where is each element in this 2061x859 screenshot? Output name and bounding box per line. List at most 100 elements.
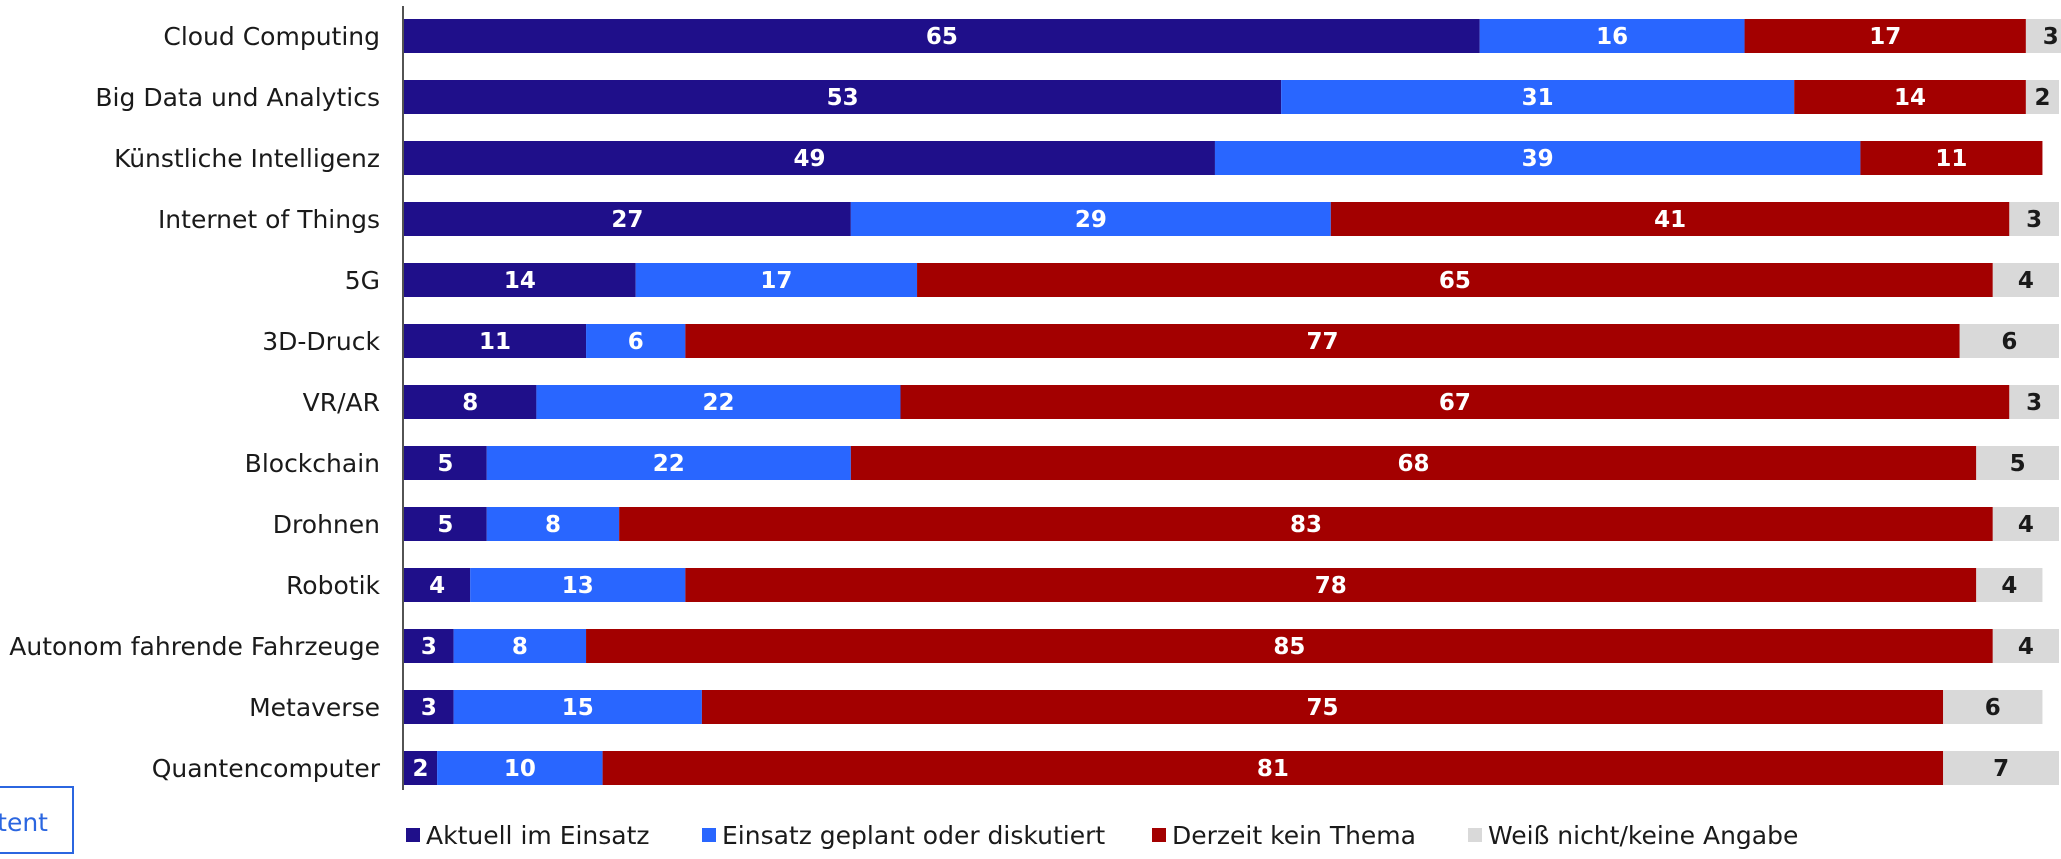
bar-segment-5g-aktuell-im-einsatz (404, 263, 636, 297)
data-label-big-data-und-analytics-weiß-nicht-keine-angabe: 2 (2034, 85, 2050, 111)
data-label-cloud-computing-aktuell-im-einsatz: 65 (926, 24, 958, 50)
data-label-robotik-derzeit-kein-thema: 78 (1315, 573, 1347, 599)
bar-segment-blockchain-einsatz-geplant-oder-diskutiert (486, 446, 851, 480)
bar-segment-big-data-und-analytics-aktuell-im-einsatz (404, 80, 1282, 114)
bar-segment-robotik-derzeit-kein-thema (685, 568, 1977, 602)
bar-segment-autonom-fahrende-fahrzeuge-derzeit-kein-thema (586, 629, 1993, 663)
category-labels: Cloud Computing Big Data und Analytics Kün… (9, 22, 380, 783)
data-label-metaverse-einsatz-geplant-oder-diskutiert: 15 (562, 695, 594, 721)
category-label-3d-druck: 3D-Druck (262, 327, 380, 356)
bar-segment-künstliche-intelligenz-derzeit-kein-thema (1860, 141, 2043, 175)
bar-segment-drohnen-aktuell-im-einsatz (404, 507, 487, 541)
data-label-autonom-fahrende-fahrzeuge-weiß-nicht-keine-angabe: 4 (2018, 634, 2034, 660)
bar-segment-metaverse-derzeit-kein-thema (701, 690, 1944, 724)
bar-segment-internet-of-things-weiß-nicht-keine-angabe (2009, 202, 2059, 236)
bar-segment-cloud-computing-einsatz-geplant-oder-diskutiert (1479, 19, 1745, 53)
category-label-robotik: Robotik (286, 571, 380, 600)
bar-segment-blockchain-derzeit-kein-thema (850, 446, 1977, 480)
bar-segment-drohnen-derzeit-kein-thema (619, 507, 1993, 541)
bar-segment-autonom-fahrende-fahrzeuge-einsatz-geplant-oder-diskutiert (453, 629, 587, 663)
bar-segment-big-data-und-analytics-einsatz-geplant-oder-diskutiert (1281, 80, 1795, 114)
category-label-blockchain: Blockchain (245, 449, 380, 478)
category-label-autonom-fahrende-fahrzeuge: Autonom fahrende Fahrzeuge (9, 632, 380, 661)
data-label-quantencomputer-derzeit-kein-thema: 81 (1257, 756, 1289, 782)
data-label-drohnen-derzeit-kein-thema: 83 (1290, 512, 1322, 538)
data-label-internet-of-things-derzeit-kein-thema: 41 (1654, 207, 1686, 233)
bar-segment-3d-druck-weiß-nicht-keine-angabe (1959, 324, 2059, 358)
bar-segment-quantencomputer-weiß-nicht-keine-angabe (1943, 751, 2059, 785)
data-label-autonom-fahrende-fahrzeuge-einsatz-geplant-oder-diskutiert: 8 (512, 634, 528, 660)
bar-segment-5g-weiß-nicht-keine-angabe (1992, 263, 2059, 297)
data-label-3d-druck-weiß-nicht-keine-angabe: 6 (2001, 329, 2017, 355)
data-label-cloud-computing-derzeit-kein-thema: 17 (1869, 24, 1901, 50)
bar-segment-quantencomputer-aktuell-im-einsatz (404, 751, 438, 785)
legend-swatch-einsatz-geplant-oder-diskutiert (702, 828, 716, 842)
bar-segment-autonom-fahrende-fahrzeuge-aktuell-im-einsatz (404, 629, 454, 663)
data-label-vr-ar-aktuell-im-einsatz: 8 (462, 390, 478, 416)
data-label-robotik-aktuell-im-einsatz: 4 (429, 573, 445, 599)
data-label-vr-ar-derzeit-kein-thema: 67 (1439, 390, 1471, 416)
bar-segment-blockchain-aktuell-im-einsatz (404, 446, 487, 480)
data-label-blockchain-einsatz-geplant-oder-diskutiert: 22 (653, 451, 685, 477)
data-label-metaverse-derzeit-kein-thema: 75 (1307, 695, 1339, 721)
bar-segment-big-data-und-analytics-derzeit-kein-thema (1794, 80, 2026, 114)
data-label-autonom-fahrende-fahrzeuge-aktuell-im-einsatz: 3 (421, 634, 437, 660)
bar-segment-5g-derzeit-kein-thema (917, 263, 1993, 297)
bar-segment-vr-ar-einsatz-geplant-oder-diskutiert (536, 385, 901, 419)
data-label-internet-of-things-aktuell-im-einsatz: 27 (611, 207, 643, 233)
data-label-big-data-und-analytics-derzeit-kein-thema: 14 (1894, 85, 1926, 111)
category-label-big-data-und-analytics: Big Data und Analytics (95, 83, 380, 112)
data-label-autonom-fahrende-fahrzeuge-derzeit-kein-thema: 85 (1273, 634, 1305, 660)
bar-segment-vr-ar-derzeit-kein-thema (900, 385, 2010, 419)
data-label-quantencomputer-einsatz-geplant-oder-diskutiert: 10 (504, 756, 536, 782)
bar-segment-3d-druck-derzeit-kein-thema (685, 324, 1960, 358)
data-label-vr-ar-weiß-nicht-keine-angabe: 3 (2026, 390, 2042, 416)
category-label-vr-ar: VR/AR (303, 388, 380, 417)
data-label-künstliche-intelligenz-einsatz-geplant-oder-diskutiert: 39 (1522, 146, 1554, 172)
legend-swatch-weiß-nicht-keine-angabe (1468, 828, 1482, 842)
bar-segment-robotik-einsatz-geplant-oder-diskutiert (470, 568, 686, 602)
data-label-cloud-computing-weiß-nicht-keine-angabe: 3 (2043, 24, 2059, 50)
bar-segment-cloud-computing-derzeit-kein-thema (1744, 19, 2026, 53)
data-label-blockchain-aktuell-im-einsatz: 5 (437, 451, 453, 477)
data-label-3d-druck-derzeit-kein-thema: 77 (1307, 329, 1339, 355)
category-label-5g: 5G (345, 266, 380, 295)
data-label-metaverse-aktuell-im-einsatz: 3 (421, 695, 437, 721)
data-label-quantencomputer-aktuell-im-einsatz: 2 (413, 756, 429, 782)
data-label-künstliche-intelligenz-derzeit-kein-thema: 11 (1935, 146, 1967, 172)
data-label-big-data-und-analytics-einsatz-geplant-oder-diskutiert: 31 (1522, 85, 1554, 111)
data-label-vr-ar-einsatz-geplant-oder-diskutiert: 22 (702, 390, 734, 416)
cropped-text-box: tent (0, 786, 74, 854)
data-label-blockchain-derzeit-kein-thema: 68 (1398, 451, 1430, 477)
data-label-5g-derzeit-kein-thema: 65 (1439, 268, 1471, 294)
data-label-blockchain-weiß-nicht-keine-angabe: 5 (2010, 451, 2026, 477)
data-label-robotik-einsatz-geplant-oder-diskutiert: 13 (562, 573, 594, 599)
category-label-künstliche-intelligenz: Künstliche Intelligenz (114, 144, 380, 173)
bar-segment-drohnen-einsatz-geplant-oder-diskutiert (486, 507, 620, 541)
bar-segment-vr-ar-weiß-nicht-keine-angabe (2009, 385, 2059, 419)
bar-segment-internet-of-things-aktuell-im-einsatz (404, 202, 851, 236)
bar-segment-künstliche-intelligenz-einsatz-geplant-oder-diskutiert (1214, 141, 1861, 175)
category-label-metaverse: Metaverse (249, 693, 380, 722)
category-label-quantencomputer: Quantencomputer (152, 754, 381, 783)
bar-segment-vr-ar-aktuell-im-einsatz (404, 385, 537, 419)
bar-segment-metaverse-weiß-nicht-keine-angabe (1943, 690, 2043, 724)
legend: Aktuell im Einsatz Einsatz geplant oder d… (406, 821, 1798, 850)
bar-segment-autonom-fahrende-fahrzeuge-weiß-nicht-keine-angabe (1992, 629, 2059, 663)
data-label-künstliche-intelligenz-aktuell-im-einsatz: 49 (793, 146, 825, 172)
bar-segment-quantencomputer-derzeit-kein-thema (602, 751, 1944, 785)
legend-label-derzeit-kein-thema: Derzeit kein Thema (1172, 821, 1416, 850)
bar-segment-big-data-und-analytics-weiß-nicht-keine-angabe (2025, 80, 2059, 114)
bar-segment-3d-druck-aktuell-im-einsatz (404, 324, 587, 358)
bar-segment-cloud-computing-aktuell-im-einsatz (404, 19, 1480, 53)
bar-segment-quantencomputer-einsatz-geplant-oder-diskutiert (437, 751, 603, 785)
bar-segment-metaverse-einsatz-geplant-oder-diskutiert (453, 690, 702, 724)
data-label-internet-of-things-einsatz-geplant-oder-diskutiert: 29 (1075, 207, 1107, 233)
data-label-5g-einsatz-geplant-oder-diskutiert: 17 (760, 268, 792, 294)
category-label-drohnen: Drohnen (273, 510, 380, 539)
data-label-quantencomputer-weiß-nicht-keine-angabe: 7 (1993, 756, 2009, 782)
data-label-internet-of-things-weiß-nicht-keine-angabe: 3 (2026, 207, 2042, 233)
data-label-drohnen-einsatz-geplant-oder-diskutiert: 8 (545, 512, 561, 538)
bar-segment-cloud-computing-weiß-nicht-keine-angabe (2025, 19, 2061, 53)
